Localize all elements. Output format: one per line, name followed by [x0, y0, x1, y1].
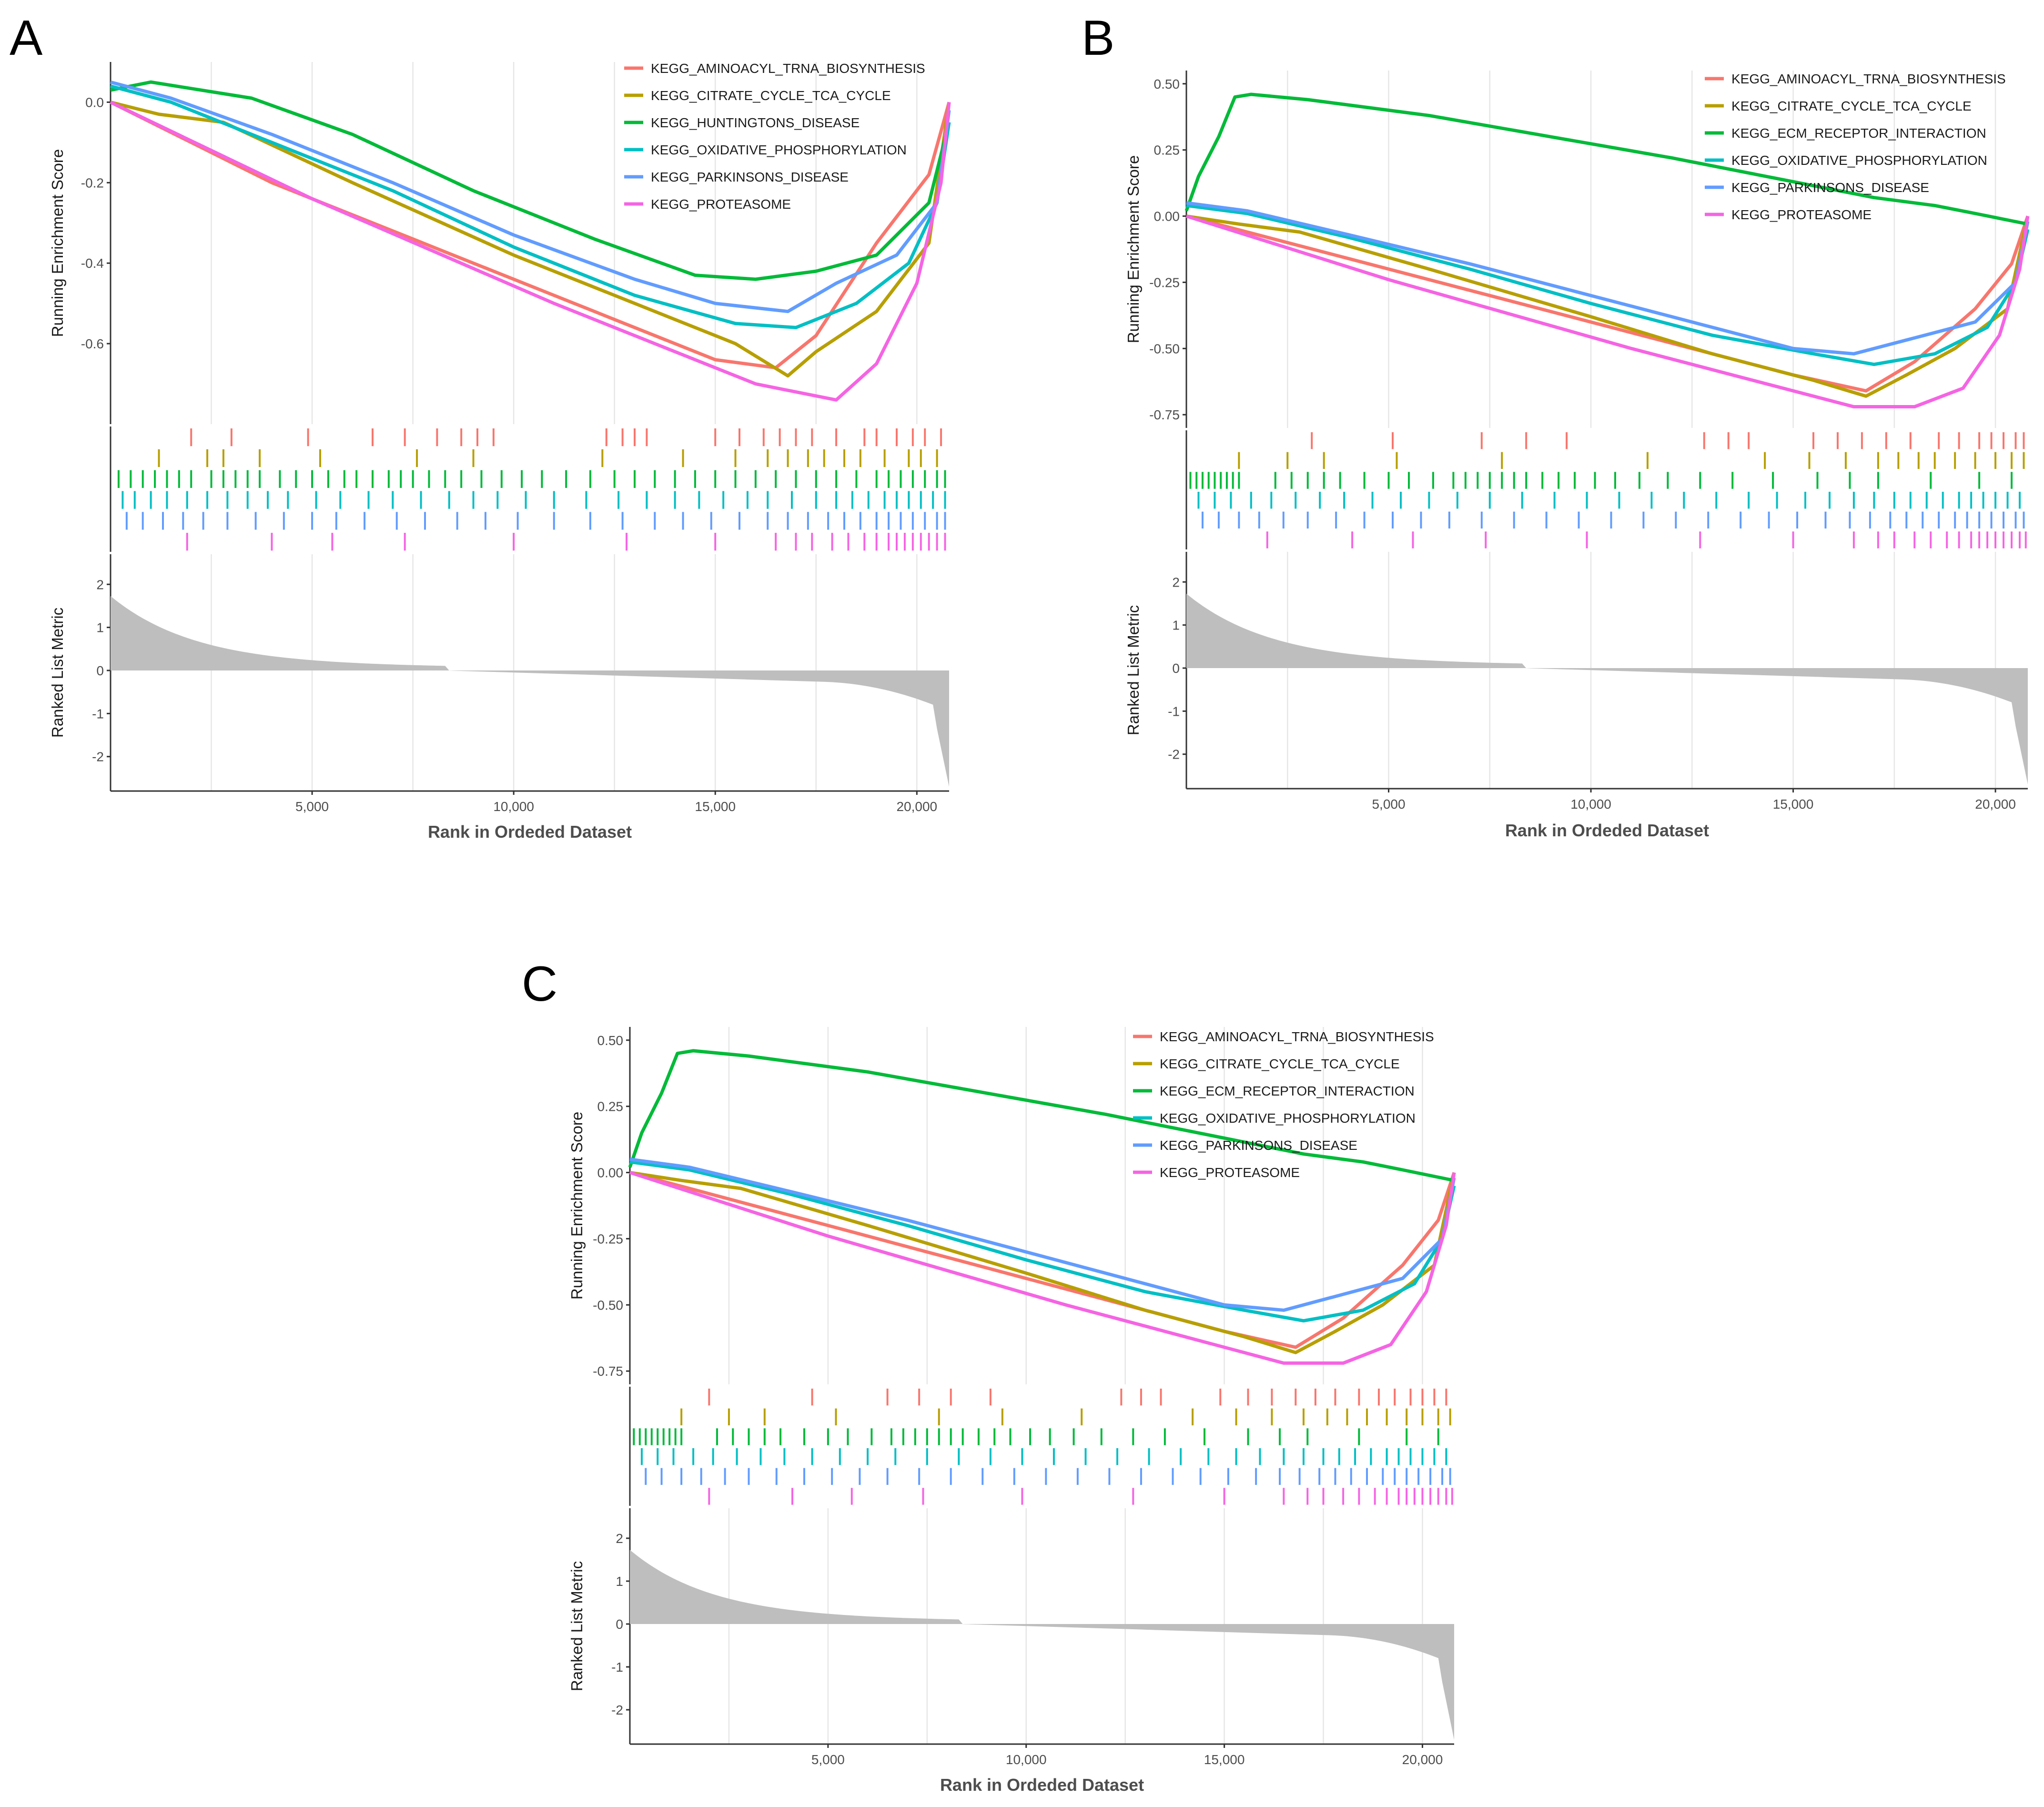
panel-b: B 0.50 0.25 0.00 -0.25 -0.50 -0.75 Running Enri… — [1082, 10, 2030, 840]
y-tick-label: -0.75 — [1149, 407, 1180, 422]
y-tick-label: 0.25 — [1154, 143, 1180, 158]
metric-tick-label: -1 — [611, 1660, 623, 1675]
legend-label: KEGG_CITRATE_CYCLE_TCA_CYCLE — [1160, 1056, 1400, 1071]
legend-label: KEGG_HUNTINGTONS_DISEASE — [651, 115, 860, 130]
y-tick-label: 0.00 — [597, 1166, 624, 1180]
x-axis-title: Rank in Ordeded Dataset — [940, 1775, 1144, 1795]
x-tick-label: 20,000 — [1402, 1752, 1443, 1767]
legend-label: KEGG_AMINOACYL_TRNA_BIOSYNTHESIS — [651, 61, 925, 76]
legend-label: KEGG_CITRATE_CYCLE_TCA_CYCLE — [1731, 99, 1972, 113]
x-tick-label: 10,000 — [1570, 797, 1611, 812]
y-tick-label: 0.50 — [1154, 77, 1180, 91]
y-tick-label: -0.50 — [593, 1298, 623, 1312]
es-line-kegg-aminoacyl-trna-biosynthesis — [629, 1171, 1456, 1349]
metric-tick-label: 2 — [96, 577, 104, 592]
x-tick-label: 15,000 — [1773, 797, 1814, 812]
y-tick-label: 0.0 — [85, 95, 104, 110]
metric-tick-label: 1 — [616, 1574, 623, 1589]
x-tick-label: 20,000 — [1975, 797, 2016, 812]
metric-axis-title: Ranked List Metric — [1124, 605, 1142, 735]
metric-tick-label: 1 — [96, 620, 104, 635]
legend-label: KEGG_OXIDATIVE_PHOSPHORYLATION — [1160, 1111, 1416, 1126]
legend-label: KEGG_OXIDATIVE_PHOSPHORYLATION — [1731, 153, 1987, 168]
es-line-kegg-huntingtons-disease — [110, 80, 951, 281]
metric-tick-label: -2 — [611, 1703, 623, 1717]
metric-tick-label: 0 — [96, 663, 104, 678]
y-tick-label: -0.6 — [81, 336, 104, 351]
metric-tick-label: 0 — [616, 1617, 623, 1632]
panel-a: A 0.0 -0.2 -0.4 -0.6 Running Enrichment Score… — [10, 10, 951, 842]
legend-label: KEGG_OXIDATIVE_PHOSPHORYLATION — [651, 142, 907, 157]
metric-axis-title: Ranked List Metric — [568, 1561, 586, 1691]
y-tick-label: -0.25 — [593, 1231, 623, 1246]
metric-tick-label: -1 — [1168, 704, 1180, 719]
y-tick-label: -0.4 — [81, 256, 104, 271]
es-line-kegg-aminoacyl-trna-biosynthesis — [110, 101, 951, 370]
panel-label: B — [1082, 10, 1114, 66]
es-line-kegg-oxidative-phosphorylation — [1186, 203, 2030, 366]
es-line-kegg-aminoacyl-trna-biosynthesis — [1186, 214, 2030, 393]
metric-area — [111, 596, 949, 787]
y-tick-label: -0.50 — [1149, 341, 1180, 356]
legend-label: KEGG_CITRATE_CYCLE_TCA_CYCLE — [651, 88, 891, 103]
y-tick-label: 0.50 — [597, 1033, 624, 1048]
x-axis-title: Rank in Ordeded Dataset — [1505, 821, 1709, 840]
metric-area — [1186, 593, 2028, 784]
x-tick-label: 20,000 — [896, 799, 937, 814]
x-tick-label: 5,000 — [295, 799, 329, 814]
es-line-kegg-oxidative-phosphorylation — [629, 1160, 1456, 1323]
x-tick-label: 5,000 — [811, 1752, 845, 1767]
y-axis-title: Running Enrichment Score — [568, 1112, 586, 1299]
y-tick-label: 0.25 — [597, 1099, 624, 1114]
es-line-kegg-oxidative-phosphorylation — [110, 84, 951, 329]
legend-label: KEGG_ECM_RECEPTOR_INTERACTION — [1160, 1084, 1415, 1098]
x-tick-label: 15,000 — [1204, 1752, 1245, 1767]
legend-label: KEGG_PARKINSONS_DISEASE — [1160, 1138, 1357, 1153]
legend-label: KEGG_PROTEASOME — [1160, 1165, 1300, 1180]
x-tick-label: 15,000 — [695, 799, 736, 814]
panel-c: C 0.50 0.25 0.00 -0.25 -0.50 -0.75 Running Enri… — [522, 956, 1456, 1795]
es-line-kegg-proteasome — [110, 101, 951, 402]
metric-tick-label: -1 — [92, 706, 104, 721]
x-tick-label: 5,000 — [1372, 797, 1405, 812]
legend-label: KEGG_AMINOACYL_TRNA_BIOSYNTHESIS — [1160, 1029, 1434, 1044]
es-line-kegg-parkinsons-disease — [1186, 201, 2030, 355]
metric-area — [630, 1550, 1454, 1740]
y-axis-title: Running Enrichment Score — [49, 149, 66, 337]
y-tick-label: -0.2 — [81, 175, 104, 190]
legend-label: KEGG_PARKINSONS_DISEASE — [651, 170, 849, 184]
metric-axis-title: Ranked List Metric — [49, 608, 66, 738]
legend-label: KEGG_ECM_RECEPTOR_INTERACTION — [1731, 126, 1986, 141]
es-line-kegg-ecm-receptor-interaction — [628, 1049, 1455, 1182]
metric-tick-label: 0 — [1172, 661, 1180, 676]
x-axis-title: Rank in Ordeded Dataset — [428, 822, 632, 842]
legend-label: KEGG_AMINOACYL_TRNA_BIOSYNTHESIS — [1731, 71, 2006, 86]
legend-label: KEGG_PARKINSONS_DISEASE — [1731, 180, 1929, 195]
es-line-kegg-proteasome — [1185, 214, 2030, 409]
panel-label: C — [522, 956, 557, 1012]
metric-tick-label: 1 — [1172, 618, 1180, 633]
es-line-kegg-parkinsons-disease — [629, 1157, 1456, 1312]
y-tick-label: 0.00 — [1154, 209, 1180, 224]
y-tick-label: -0.25 — [1149, 275, 1180, 290]
x-tick-label: 10,000 — [1006, 1752, 1047, 1767]
legend-label: KEGG_PROTEASOME — [651, 197, 791, 212]
metric-tick-label: -2 — [1168, 747, 1180, 762]
es-line-kegg-parkinsons-disease — [110, 80, 951, 314]
x-tick-label: 10,000 — [493, 799, 534, 814]
metric-tick-label: 2 — [1172, 575, 1180, 589]
y-tick-label: -0.75 — [593, 1364, 623, 1379]
y-axis-title: Running Enrichment Score — [1124, 155, 1142, 343]
legend-label: KEGG_PROTEASOME — [1731, 207, 1872, 222]
es-line-kegg-proteasome — [629, 1171, 1456, 1365]
metric-tick-label: 2 — [616, 1531, 623, 1546]
panel-label: A — [10, 10, 43, 66]
metric-tick-label: -2 — [92, 750, 104, 764]
es-line-kegg-ecm-receptor-interaction — [1184, 92, 2028, 226]
